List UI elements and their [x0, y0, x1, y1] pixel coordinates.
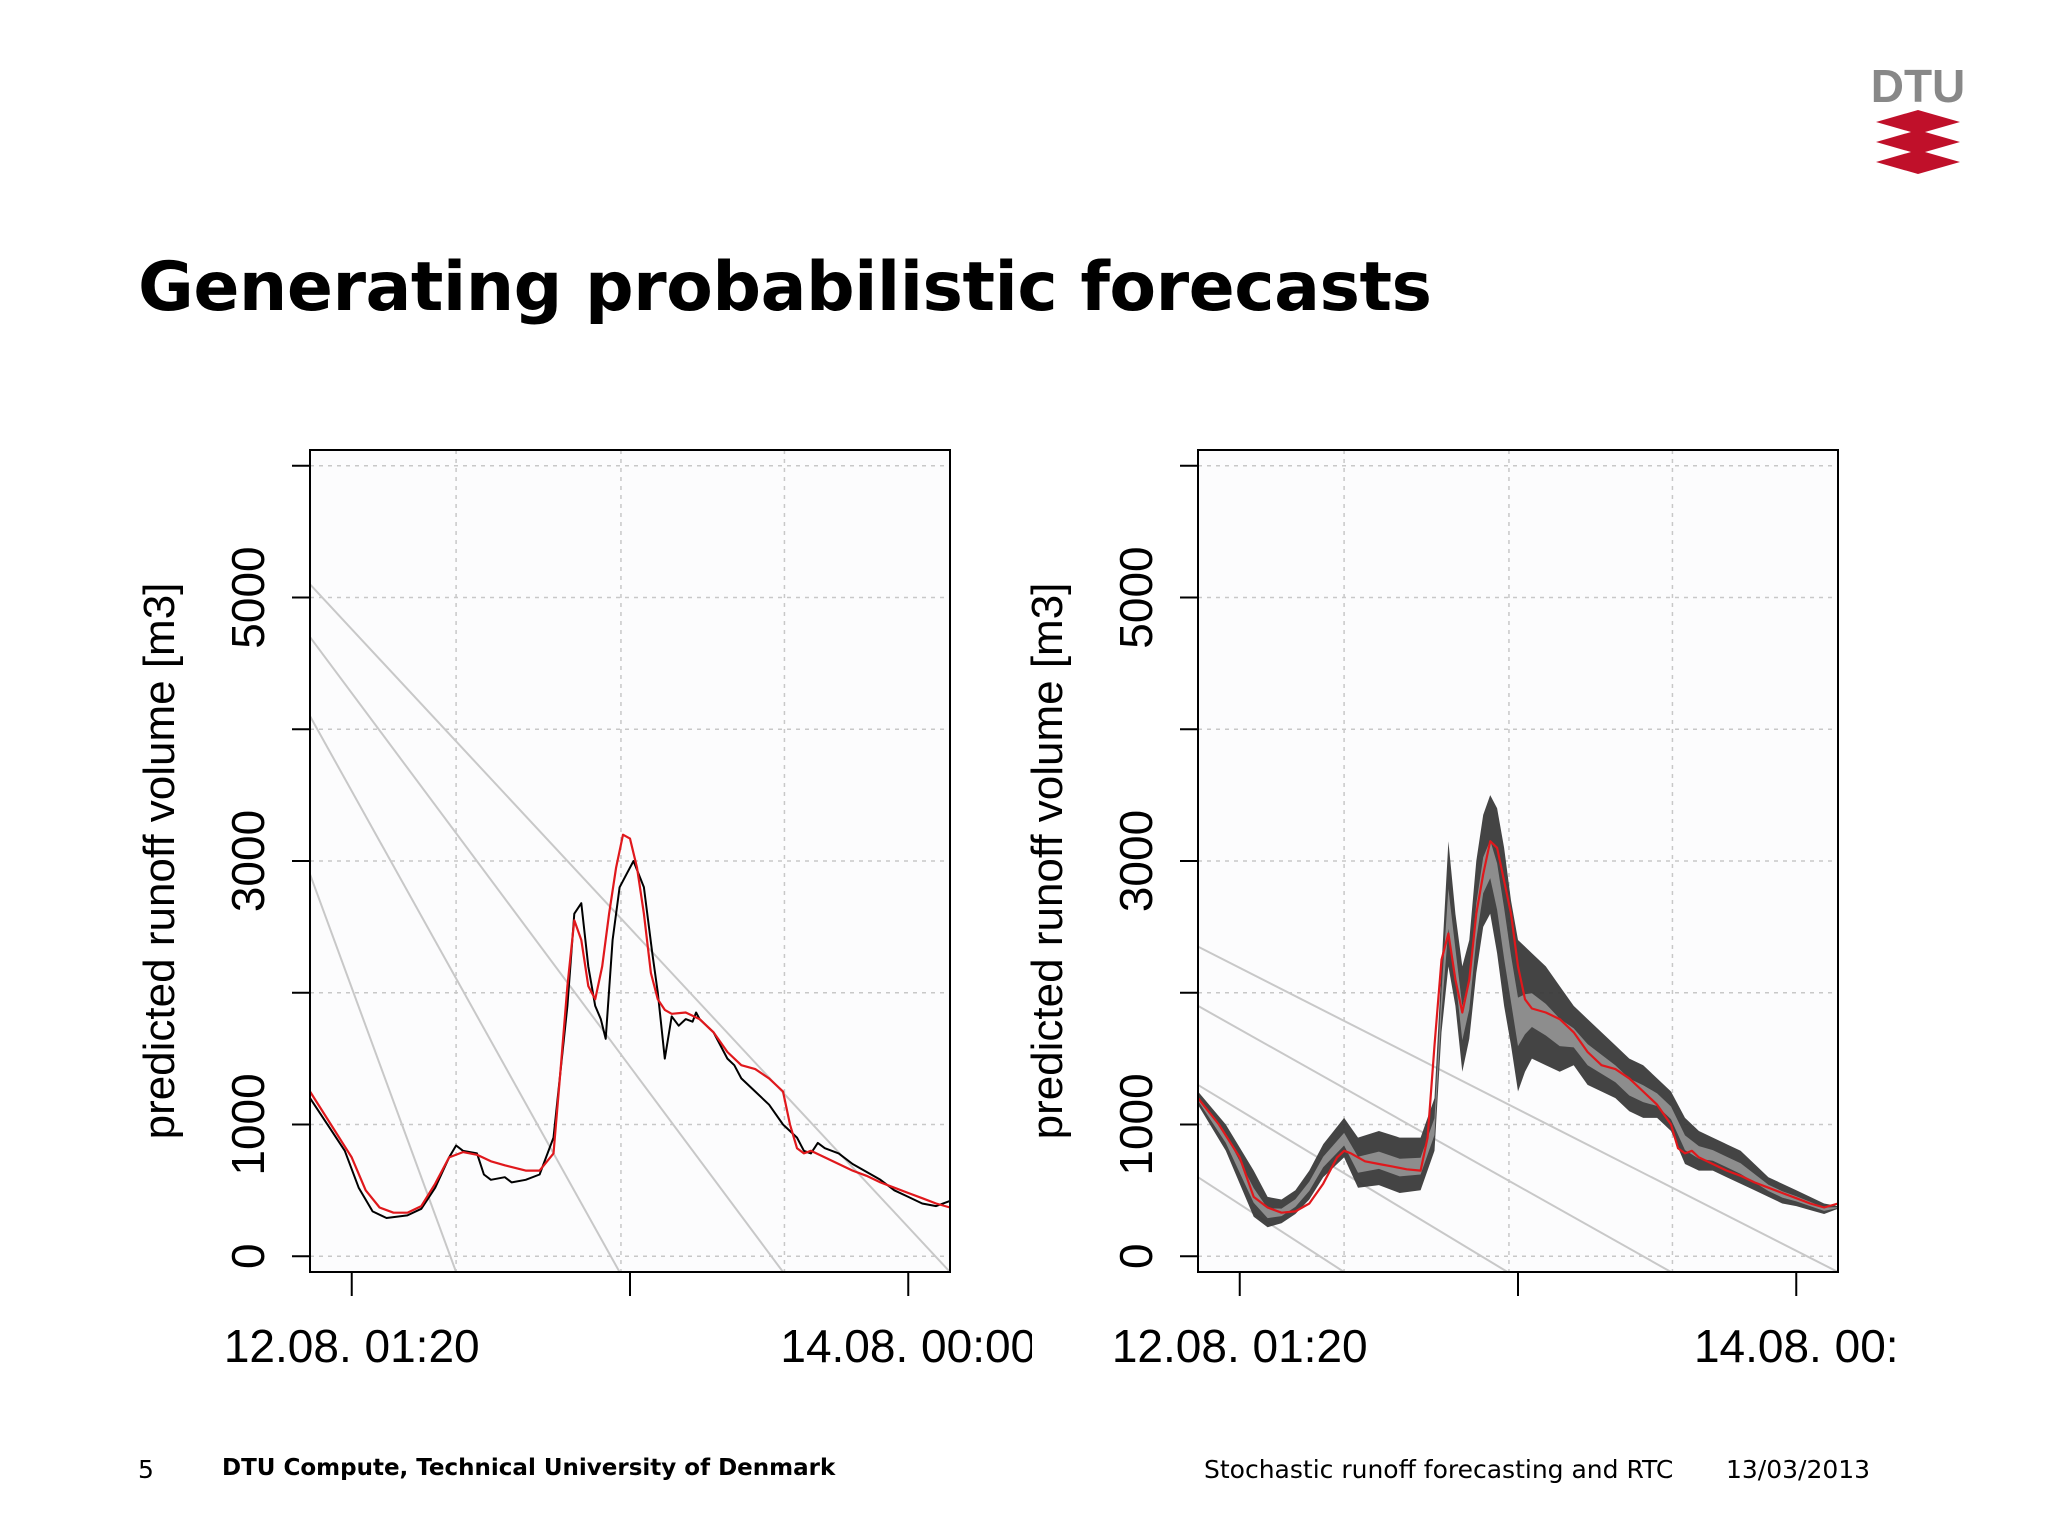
- horizon-guide-line: [309, 715, 621, 1273]
- y-tick-label: 5000: [222, 546, 274, 648]
- horizon-guide-line: [1197, 945, 1839, 1273]
- talk-title: Stochastic runoff forecasting and RTC: [1204, 1455, 1674, 1484]
- slide-title: Generating probabilistic forecasts: [138, 248, 1432, 327]
- x-tick-label: 12.08. 01:20: [1112, 1320, 1368, 1370]
- dtu-logo: DTU: [1871, 56, 1965, 186]
- organization: DTU Compute, Technical University of Den…: [222, 1455, 836, 1481]
- y-tick-label: 0: [222, 1243, 274, 1269]
- horizon-guide-line: [309, 636, 784, 1273]
- horizon-guide-line: [1197, 1084, 1509, 1273]
- logo-waves: [1876, 110, 1960, 174]
- y-axis-label: predicted runoff volume [m3]: [135, 583, 184, 1140]
- y-axis-label: predicted runoff volume [m3]: [1023, 583, 1072, 1140]
- ensemble-band-inner: [1198, 840, 1838, 1219]
- y-tick-label: 3000: [222, 810, 274, 912]
- y-tick-label: 5000: [1110, 546, 1162, 648]
- forecast-series-line: [1197, 840, 1839, 1214]
- y-tick-label: 1000: [1110, 1073, 1162, 1175]
- chart-right: 0 1000 3000 5000 12.08. 01:20 14.08. 00: predi…: [1023, 449, 1899, 1370]
- y-tick-label: 1000: [222, 1073, 274, 1175]
- x-tick-label: 14.08. 00:: [1694, 1320, 1899, 1370]
- logo-text: DTU: [1872, 60, 1964, 112]
- x-tick-label: 12.08. 01:20: [224, 1320, 480, 1370]
- chart-left: 0 1000 3000 5000 12.08. 01:20 14.08. 00:00 pre…: [135, 449, 1032, 1370]
- x-tick-label: 14.08. 00:00: [780, 1320, 1032, 1370]
- horizon-guide-line: [309, 873, 458, 1273]
- slide-date: 13/03/2013: [1726, 1455, 1871, 1484]
- page-number: 5: [138, 1455, 154, 1484]
- y-tick-label: 0: [1110, 1243, 1162, 1269]
- y-tick-label: 3000: [1110, 810, 1162, 912]
- observed-series-line: [309, 860, 951, 1219]
- forecast-series-line: [309, 833, 951, 1214]
